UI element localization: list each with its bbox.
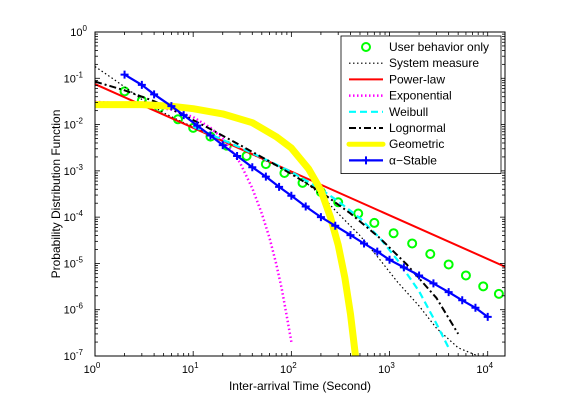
y-tick-label: 10-6 <box>64 302 84 317</box>
series-7-point-4 <box>179 111 188 120</box>
series-7-point-23 <box>444 288 453 297</box>
series-0-point-16 <box>407 238 418 249</box>
series-7-point-19 <box>385 255 394 264</box>
x-tick-label: 104 <box>476 361 493 376</box>
legend-label: System measure <box>389 56 479 70</box>
series-7 <box>120 70 492 321</box>
series-7-point-6 <box>206 131 215 140</box>
legend-box <box>340 35 502 175</box>
y-tick-label: 10-3 <box>64 163 84 178</box>
y-axis-label: Probability Distribution Function <box>49 110 63 279</box>
series-1-line <box>95 66 488 356</box>
series-7-point-24 <box>458 296 467 305</box>
series-7-point-8 <box>233 151 242 160</box>
axes-layer: 100 101 102 103 104 100 10-1 10-2 10-3 10-4 10-5 10… <box>64 24 506 376</box>
series-0-point-12 <box>333 197 344 208</box>
series-2 <box>95 83 505 268</box>
legend-item: α−Stable <box>349 153 437 167</box>
series-7-point-14 <box>316 213 325 222</box>
legend-item: Exponential <box>349 89 452 103</box>
series-7-point-26 <box>483 312 492 321</box>
legend-marker <box>362 156 370 165</box>
legend-label: User behavior only <box>389 40 489 54</box>
series-0-point-17 <box>425 248 436 259</box>
legend: User behavior only System measure Power-la… <box>340 35 502 175</box>
legend-marker <box>361 42 371 52</box>
series-0-point-18 <box>443 259 454 270</box>
series-7-point-1 <box>137 80 146 89</box>
series-7-point-3 <box>167 102 176 111</box>
series-4-line <box>192 125 450 349</box>
series-7-point-12 <box>287 191 296 200</box>
series-7-point-13 <box>301 202 310 211</box>
x-tick-label: 103 <box>378 361 395 376</box>
axes-frame <box>94 31 506 357</box>
legend-label: Geometric <box>389 137 444 151</box>
series-7-point-10 <box>261 172 270 181</box>
x-tick-label: 100 <box>84 361 101 376</box>
y-tick-label: 10-7 <box>64 348 84 363</box>
series-7-point-0 <box>120 70 129 79</box>
series-7-point-20 <box>399 263 408 272</box>
legend-item: Weibull <box>349 105 428 119</box>
legend-label: Exponential <box>389 89 452 103</box>
series-0-point-15 <box>388 228 399 239</box>
y-tick-label: 10-5 <box>64 255 84 270</box>
legend-item: Geometric <box>346 137 444 151</box>
legend-label: Power-law <box>389 72 445 86</box>
x-tick-label: 102 <box>280 361 297 376</box>
series-5-line <box>95 80 460 335</box>
legend-item: Power-law <box>349 72 445 86</box>
series-6-line <box>95 101 359 356</box>
series-7-point-9 <box>248 163 257 172</box>
y-tick-label: 100 <box>70 24 87 39</box>
legend-label: Lognormal <box>389 121 446 135</box>
series-7-point-15 <box>331 221 340 230</box>
y-tick-label: 10-2 <box>64 117 84 132</box>
series-6 <box>95 101 359 356</box>
y-tick-label: 10-1 <box>64 70 84 85</box>
series-0-point-14 <box>369 217 380 228</box>
legend-item: User behavior only <box>361 40 489 54</box>
y-tick-label: 10-4 <box>64 209 84 224</box>
series-7-point-16 <box>346 231 355 240</box>
x-axis-label: Inter-arrival Time (Second) <box>229 379 371 393</box>
series-7-point-5 <box>193 121 202 130</box>
legend-item: System measure <box>349 56 479 70</box>
series-1 <box>95 66 488 356</box>
series-7-point-17 <box>360 239 369 248</box>
series-5 <box>95 80 460 335</box>
series-2-line <box>95 83 505 268</box>
series-0-point-21 <box>493 288 504 299</box>
series-7-point-25 <box>471 303 480 312</box>
series-0-point-19 <box>460 270 471 281</box>
series-4 <box>192 125 450 349</box>
series-7-point-11 <box>275 182 284 191</box>
series-0-point-20 <box>478 281 489 292</box>
legend-label: Weibull <box>389 105 428 119</box>
series-7-point-7 <box>218 141 227 150</box>
legend-label: α−Stable <box>389 153 437 167</box>
series-7-point-18 <box>373 247 382 256</box>
legend-item: Lognormal <box>349 121 446 135</box>
series-7-point-2 <box>150 90 159 99</box>
series-layer <box>95 66 505 356</box>
series-7-point-21 <box>415 271 424 280</box>
series-7-point-22 <box>429 279 438 288</box>
x-tick-label: 101 <box>182 361 199 376</box>
